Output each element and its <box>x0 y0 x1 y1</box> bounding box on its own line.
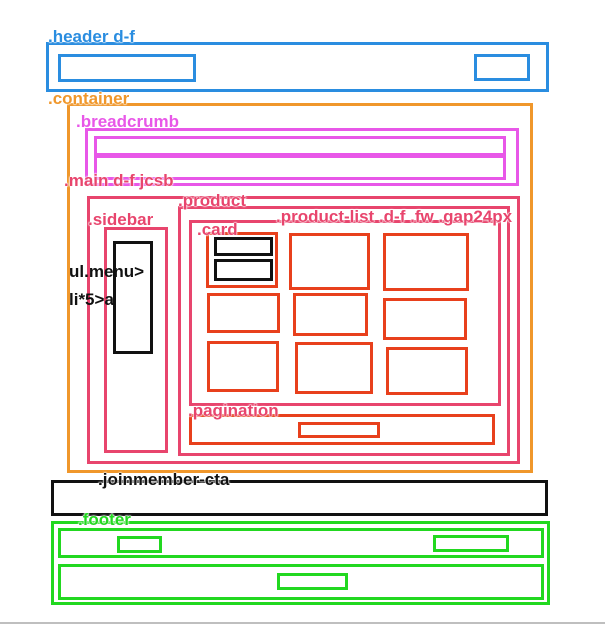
breadcrumb-inner-box-2 <box>94 155 506 180</box>
footer-row-1-right-box <box>433 535 509 552</box>
joinmember-cta-box <box>51 480 548 516</box>
card-label: .card <box>197 220 238 239</box>
main-box <box>87 196 520 464</box>
bottom-divider <box>0 622 605 624</box>
card-1 <box>206 232 278 288</box>
menu-box <box>113 241 153 354</box>
card-8 <box>295 342 373 394</box>
card-9 <box>386 347 468 395</box>
header-label: .header d-f <box>48 27 136 46</box>
sidebar-label: .sidebar <box>88 210 154 229</box>
footer-box <box>51 521 550 605</box>
container-box <box>67 103 533 473</box>
header-nav-box <box>474 54 530 81</box>
joinmember-cta-label: .joinmember-cta <box>98 470 230 489</box>
card-4 <box>207 293 280 333</box>
product-list-label: .product-list .d-f .fw .gap24px <box>276 207 513 226</box>
card-7 <box>207 341 279 392</box>
product-box <box>178 206 510 456</box>
card-3 <box>383 233 469 291</box>
menu-label-line1: ul.menu> <box>69 262 145 281</box>
footer-label: .footer <box>78 510 131 529</box>
breadcrumb-inner-box-1 <box>94 136 506 156</box>
menu-label-line2: li*5>a <box>69 290 114 309</box>
card-6 <box>383 298 467 340</box>
pagination-label: .pagination <box>188 401 279 420</box>
pagination-box <box>189 414 495 445</box>
container-label: .container <box>48 89 130 108</box>
footer-row-1 <box>58 528 544 558</box>
header-logo-box <box>58 54 196 82</box>
card-1-inner-1 <box>214 237 273 256</box>
breadcrumb-box <box>85 128 519 186</box>
footer-row-2 <box>58 564 544 600</box>
product-label: .product <box>178 191 247 210</box>
footer-row-2-center-box <box>277 573 348 590</box>
card-2 <box>289 233 370 290</box>
pagination-inner-box <box>298 422 380 438</box>
card-1-inner-2 <box>214 259 273 281</box>
sidebar-box <box>104 227 168 453</box>
breadcrumb-label: .breadcrumb <box>76 112 180 131</box>
main-label: .main d-f jcsb <box>64 171 174 190</box>
footer-row-1-left-box <box>117 536 162 553</box>
header-box <box>46 42 549 92</box>
product-list-box <box>189 220 501 406</box>
card-5 <box>293 293 368 336</box>
